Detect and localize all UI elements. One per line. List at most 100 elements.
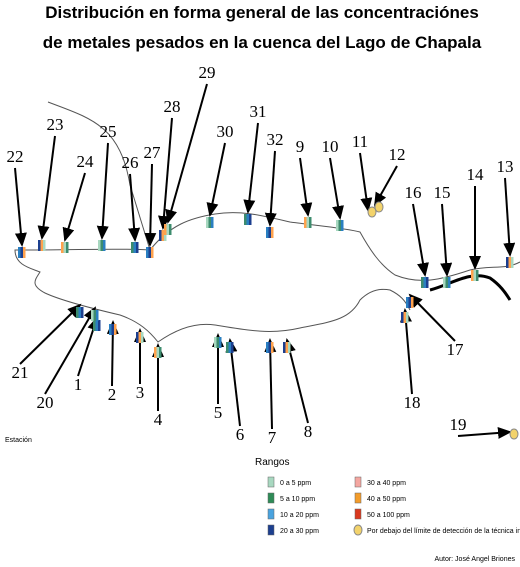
concentration-bar: [138, 332, 141, 343]
arrow: [400, 308, 413, 395]
station-number: 7: [268, 428, 277, 447]
concentration-bar: [423, 277, 426, 288]
legend-swatch: [267, 524, 275, 536]
concentration-bar: [266, 227, 269, 238]
legend-label: 10 a 20 ppm: [280, 512, 319, 519]
concentration-bar: [154, 347, 157, 358]
stations-header: Estación: [5, 437, 32, 444]
concentration-bar: [471, 270, 474, 281]
concentration-bar: [511, 257, 514, 268]
concentration-bar: [448, 277, 451, 288]
concentration-bar: [445, 277, 448, 288]
arrow: [243, 122, 259, 214]
station-number: 24: [77, 152, 95, 171]
arrow: [412, 203, 429, 277]
legend-swatch: [267, 492, 275, 504]
concentration-bar: [406, 312, 409, 323]
station-number: 12: [389, 145, 406, 164]
station-number: 6: [236, 425, 245, 444]
concentration-bar: [23, 247, 26, 258]
below-detection-mark: [509, 428, 519, 440]
concentration-bar: [61, 242, 64, 253]
station-number: 22: [7, 147, 24, 166]
concentration-bar: [216, 337, 219, 348]
arrow: [374, 165, 398, 207]
arrow: [299, 157, 313, 217]
concentration-bar: [111, 324, 114, 335]
concentration-bar: [476, 270, 479, 281]
arrow: [165, 83, 208, 224]
station-number: 21: [12, 363, 29, 382]
concentration-bar: [208, 217, 211, 228]
legend-label: 0 a 5 ppm: [280, 480, 311, 487]
concentration-bar: [136, 332, 139, 343]
concentration-bar: [304, 217, 307, 228]
title-line2: de metales pesados en la cuenca del Lago…: [43, 33, 482, 52]
concentration-bar: [38, 240, 41, 251]
concentration-bar: [100, 240, 103, 251]
concentration-bar: [156, 347, 159, 358]
legend: 0 a 5 ppm 5 a 10 ppm 10 a 20 ppm 20 a 30 pp…: [267, 476, 520, 536]
concentration-bar: [131, 242, 134, 253]
concentration-bar: [166, 224, 169, 235]
concentration-bar: [93, 310, 96, 321]
legend-swatch: [267, 508, 275, 520]
station-number: 10: [322, 137, 339, 156]
concentration-bar: [341, 220, 344, 231]
arrow: [329, 157, 344, 220]
station-number: 16: [405, 183, 422, 202]
concentration-bar: [114, 324, 117, 335]
concentration-bar: [246, 214, 249, 225]
station-number: 26: [122, 153, 139, 172]
station-number: 1: [74, 375, 83, 394]
concentration-bar: [244, 214, 247, 225]
concentration-bar: [78, 307, 81, 318]
concentration-bar: [309, 217, 312, 228]
legend-swatch: [267, 476, 275, 488]
arrow: [37, 135, 56, 240]
station-number: 11: [352, 132, 368, 151]
concentration-bar: [206, 217, 209, 228]
concentration-bar: [98, 320, 101, 331]
station-number: 29: [199, 63, 216, 82]
concentration-bar: [266, 342, 269, 353]
concentration-bar: [164, 230, 167, 241]
concentration-bar: [93, 320, 96, 331]
concentration-bar: [133, 242, 136, 253]
arrow: [62, 172, 86, 242]
concentration-bar: [426, 277, 429, 288]
arrow: [157, 117, 173, 230]
concentration-bar: [406, 297, 409, 308]
legend-label: 5 a 10 ppm: [280, 496, 315, 503]
concentration-bar: [508, 257, 511, 268]
arrow: [457, 426, 512, 439]
station-number: 30: [217, 122, 234, 141]
arrow: [359, 152, 373, 212]
concentration-bar: [151, 247, 154, 258]
concentration-bar: [98, 240, 101, 251]
station-number: 27: [144, 143, 162, 162]
concentration-bar: [506, 257, 509, 268]
concentration-bar: [268, 342, 271, 353]
concentration-bar: [268, 227, 271, 238]
concentration-bar: [228, 342, 231, 353]
arrow: [96, 142, 109, 240]
author: Autor: José Angel Briones: [434, 556, 515, 563]
station-number: 5: [214, 403, 223, 422]
arrow: [264, 150, 277, 227]
legend-label: 30 a 40 ppm: [367, 480, 406, 487]
legend-swatch: [353, 524, 363, 536]
concentration-bar: [148, 247, 151, 258]
arrow: [44, 306, 97, 395]
legend-label: 40 a 50 ppm: [367, 496, 406, 503]
concentration-bar: [40, 240, 43, 251]
legend-swatch: [354, 492, 362, 504]
concentration-bar: [103, 240, 106, 251]
arrow: [144, 163, 157, 247]
station-number: 32: [267, 130, 284, 149]
concentration-bar: [141, 332, 144, 343]
legend-swatch: [354, 476, 362, 488]
arrow: [128, 173, 141, 242]
concentration-bar: [76, 307, 79, 318]
concentration-bar: [96, 310, 99, 321]
